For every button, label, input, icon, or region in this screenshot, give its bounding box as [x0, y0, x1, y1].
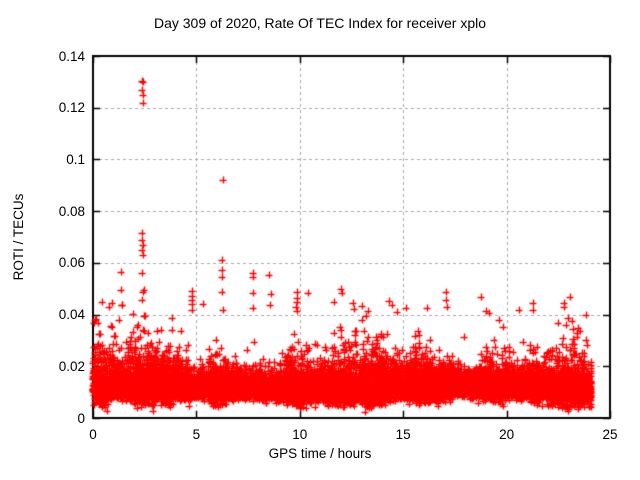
x-tick-label: 5: [192, 427, 201, 442]
x-tick-label: 20: [499, 427, 515, 442]
y-tick-label: 0: [77, 410, 85, 426]
chart-title: Day 309 of 2020, Rate Of TEC Index for r…: [153, 15, 487, 31]
x-tick-label: 25: [602, 427, 618, 442]
x-tick-label: 15: [395, 427, 411, 442]
y-tick-label: 0.04: [58, 307, 85, 323]
x-axis-label: GPS time / hours: [268, 446, 372, 461]
x-tick-label: 0: [89, 427, 97, 442]
y-tick-label: 0.14: [58, 48, 85, 64]
y-tick-label: 0.08: [58, 203, 85, 219]
y-tick-label: 0.12: [58, 100, 85, 116]
y-tick-label: 0.02: [58, 358, 85, 374]
y-tick-label: 0.06: [58, 255, 85, 271]
y-tick-label: 0.1: [66, 151, 85, 167]
x-tick-label: 10: [292, 427, 308, 442]
